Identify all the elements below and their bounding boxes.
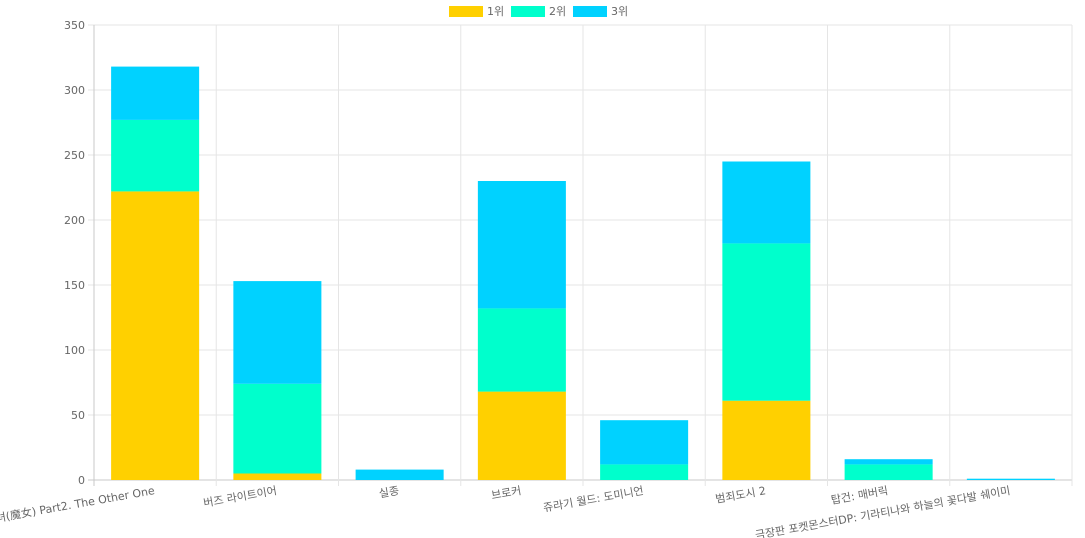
x-tick-label: 쥬라기 월드: 도미니언 [542,484,644,514]
y-tick-label: 0 [78,474,85,487]
x-tick-label: 범죄도시 2 [714,484,766,506]
legend: 1위 2위 3위 [449,5,628,18]
bar-segment[interactable] [111,119,200,192]
bar-segment[interactable] [600,420,689,465]
bar-segment[interactable] [477,308,566,392]
legend-swatch[interactable] [573,6,607,17]
bar-segment[interactable] [722,400,811,480]
y-axis: 0 50 100 150 200 250 300 350 [64,19,85,487]
x-tick-label: 마녀(魔女) Part2. The Other One [0,483,156,527]
y-tick-label: 150 [64,279,85,292]
y-tick-label: 300 [64,84,85,97]
legend-swatch[interactable] [449,6,483,17]
y-tick-label: 350 [64,19,85,32]
bars [111,66,1055,481]
y-tick-label: 200 [64,214,85,227]
bar-segment[interactable] [844,464,933,480]
x-tick-label: 브로커 [490,484,522,502]
bar-segment[interactable] [111,191,200,480]
legend-swatch[interactable] [511,6,545,17]
x-axis: 마녀(魔女) Part2. The Other One 버즈 라이트이어 실종 브로커… [0,483,1011,538]
x-tick-label: 탑건: 매버릭 [830,484,889,507]
bar-segment[interactable] [355,469,444,480]
bar-segment[interactable] [844,459,933,465]
legend-label[interactable]: 1위 [487,5,504,18]
bar-segment[interactable] [233,473,322,481]
bar-segment[interactable] [233,281,322,384]
bar-segment[interactable] [111,66,200,120]
bar-segment[interactable] [477,391,566,480]
bar-segment[interactable] [966,478,1055,480]
bar-segment[interactable] [600,464,689,480]
legend-label[interactable]: 2위 [549,5,566,18]
bar-segment[interactable] [477,181,566,309]
x-tick-label: 버즈 라이트이어 [202,484,277,510]
legend-label[interactable]: 3위 [611,5,628,18]
bar-segment[interactable] [722,243,811,401]
y-tick-label: 250 [64,149,85,162]
x-tick-label: 실종 [378,484,400,500]
bar-segment[interactable] [722,161,811,244]
bar-segment[interactable] [233,383,322,474]
y-tick-label: 100 [64,344,85,357]
y-tick-label: 50 [71,409,85,422]
